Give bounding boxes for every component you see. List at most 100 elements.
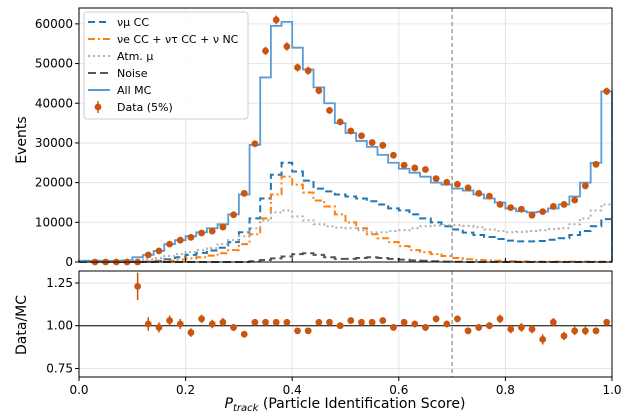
data-point xyxy=(539,208,547,215)
x-tick-label: 0.6 xyxy=(389,383,408,397)
ratio-point xyxy=(432,315,440,323)
ratio-point xyxy=(486,322,493,330)
ratio-point xyxy=(528,325,536,333)
legend-label-numu: νμ CC xyxy=(117,16,149,29)
ratio-point xyxy=(187,329,195,336)
data-point xyxy=(496,201,504,208)
legend-label-atm: Atm. μ xyxy=(117,50,153,63)
ratio-point xyxy=(603,318,611,326)
ratio-point xyxy=(219,318,227,326)
ratio-point xyxy=(166,317,174,324)
y-tick-label: 60000 xyxy=(35,17,73,31)
x-tick-label: 0.4 xyxy=(283,383,302,397)
data-point xyxy=(390,151,397,159)
data-point xyxy=(454,180,461,188)
ratio-point xyxy=(144,320,152,328)
y-tick-label: 40000 xyxy=(35,96,73,110)
main-frame xyxy=(78,7,613,263)
data-point xyxy=(549,203,557,210)
data-point xyxy=(230,211,237,219)
data-point xyxy=(443,178,451,186)
y-tick-label: 10000 xyxy=(35,215,73,229)
ratio-point xyxy=(464,327,472,335)
data-point xyxy=(358,132,365,140)
data-point xyxy=(283,43,291,50)
ratio-point xyxy=(517,324,525,331)
ratio-point xyxy=(347,317,355,324)
data-point xyxy=(560,201,568,208)
x-tick-label: 1.0 xyxy=(602,383,621,397)
ratio-point xyxy=(560,332,568,340)
data-point xyxy=(486,192,493,200)
ratio-point xyxy=(475,324,483,331)
ratio-point xyxy=(400,318,408,326)
ratio-point xyxy=(571,327,579,335)
ratio-point xyxy=(198,315,205,323)
ratio-point xyxy=(230,324,237,331)
legend-label-nue: νe CC + ντ CC + ν NC xyxy=(117,33,239,46)
data-point xyxy=(315,87,323,94)
data-point xyxy=(475,189,483,197)
data-point xyxy=(379,141,387,149)
data-point xyxy=(581,182,589,190)
data-point xyxy=(592,160,600,168)
data-point xyxy=(347,127,355,135)
ratio-point xyxy=(294,327,301,335)
x-tick-label: 0.0 xyxy=(69,383,88,397)
data-point xyxy=(432,175,440,183)
data-point xyxy=(528,211,536,219)
data-point xyxy=(571,196,579,204)
data-point xyxy=(603,87,611,95)
ratio-point xyxy=(358,318,365,326)
ratio-point xyxy=(454,315,461,323)
ratio-point xyxy=(326,318,333,326)
ratio-panel: 0.75 1.00 1.25 0.0 0.2 0.4 0.6 0.8 1.0 xyxy=(46,270,622,397)
y-tick-label: 30000 xyxy=(35,136,73,150)
data-point xyxy=(262,47,269,55)
x-tick-label: 0.8 xyxy=(496,383,515,397)
data-point xyxy=(240,189,248,197)
y-tick-label: 50000 xyxy=(35,57,73,71)
ratio-point xyxy=(262,318,269,326)
ratio-point xyxy=(134,282,142,290)
y-tick-label: 1.00 xyxy=(46,319,73,333)
data-point xyxy=(464,184,472,192)
data-point xyxy=(155,247,163,255)
ratio-point xyxy=(336,322,344,330)
data-point xyxy=(411,164,419,172)
data-point xyxy=(198,229,205,237)
data-point xyxy=(304,67,312,75)
ratio-point xyxy=(208,320,216,328)
ratio-point xyxy=(272,318,280,326)
data-point xyxy=(176,236,184,244)
legend-label-data: Data (5%) xyxy=(117,101,173,114)
y-tick-label: 20000 xyxy=(35,176,73,190)
ratio-point xyxy=(496,315,504,323)
ratio-point xyxy=(411,320,419,328)
data-point xyxy=(507,204,515,212)
y-tick-label: 0.75 xyxy=(46,361,73,375)
ratio-point xyxy=(539,335,547,343)
x-axis-label: Ptrack (Particle Identification Score) xyxy=(225,396,466,414)
legend-label-noise: Noise xyxy=(117,67,148,80)
y-tick-label: 1.25 xyxy=(46,276,73,290)
ratio-point xyxy=(422,324,429,331)
data-point xyxy=(368,139,376,146)
ratio-point xyxy=(251,318,259,326)
ratio-point xyxy=(592,327,600,335)
data-point xyxy=(144,251,152,259)
y-axis-label-ratio: Data/MC xyxy=(14,295,30,355)
data-point xyxy=(400,161,408,169)
x-tick-label: 0.2 xyxy=(176,383,195,397)
ratio-point xyxy=(507,325,515,333)
ratio-point xyxy=(390,324,397,331)
ratio-point xyxy=(240,330,248,338)
data-point xyxy=(187,233,195,241)
ratio-point xyxy=(368,318,376,326)
legend-marker-data xyxy=(94,103,102,111)
ratio-point xyxy=(443,320,451,328)
data-point xyxy=(208,227,216,235)
data-point xyxy=(251,140,259,148)
ratio-point xyxy=(549,318,557,326)
